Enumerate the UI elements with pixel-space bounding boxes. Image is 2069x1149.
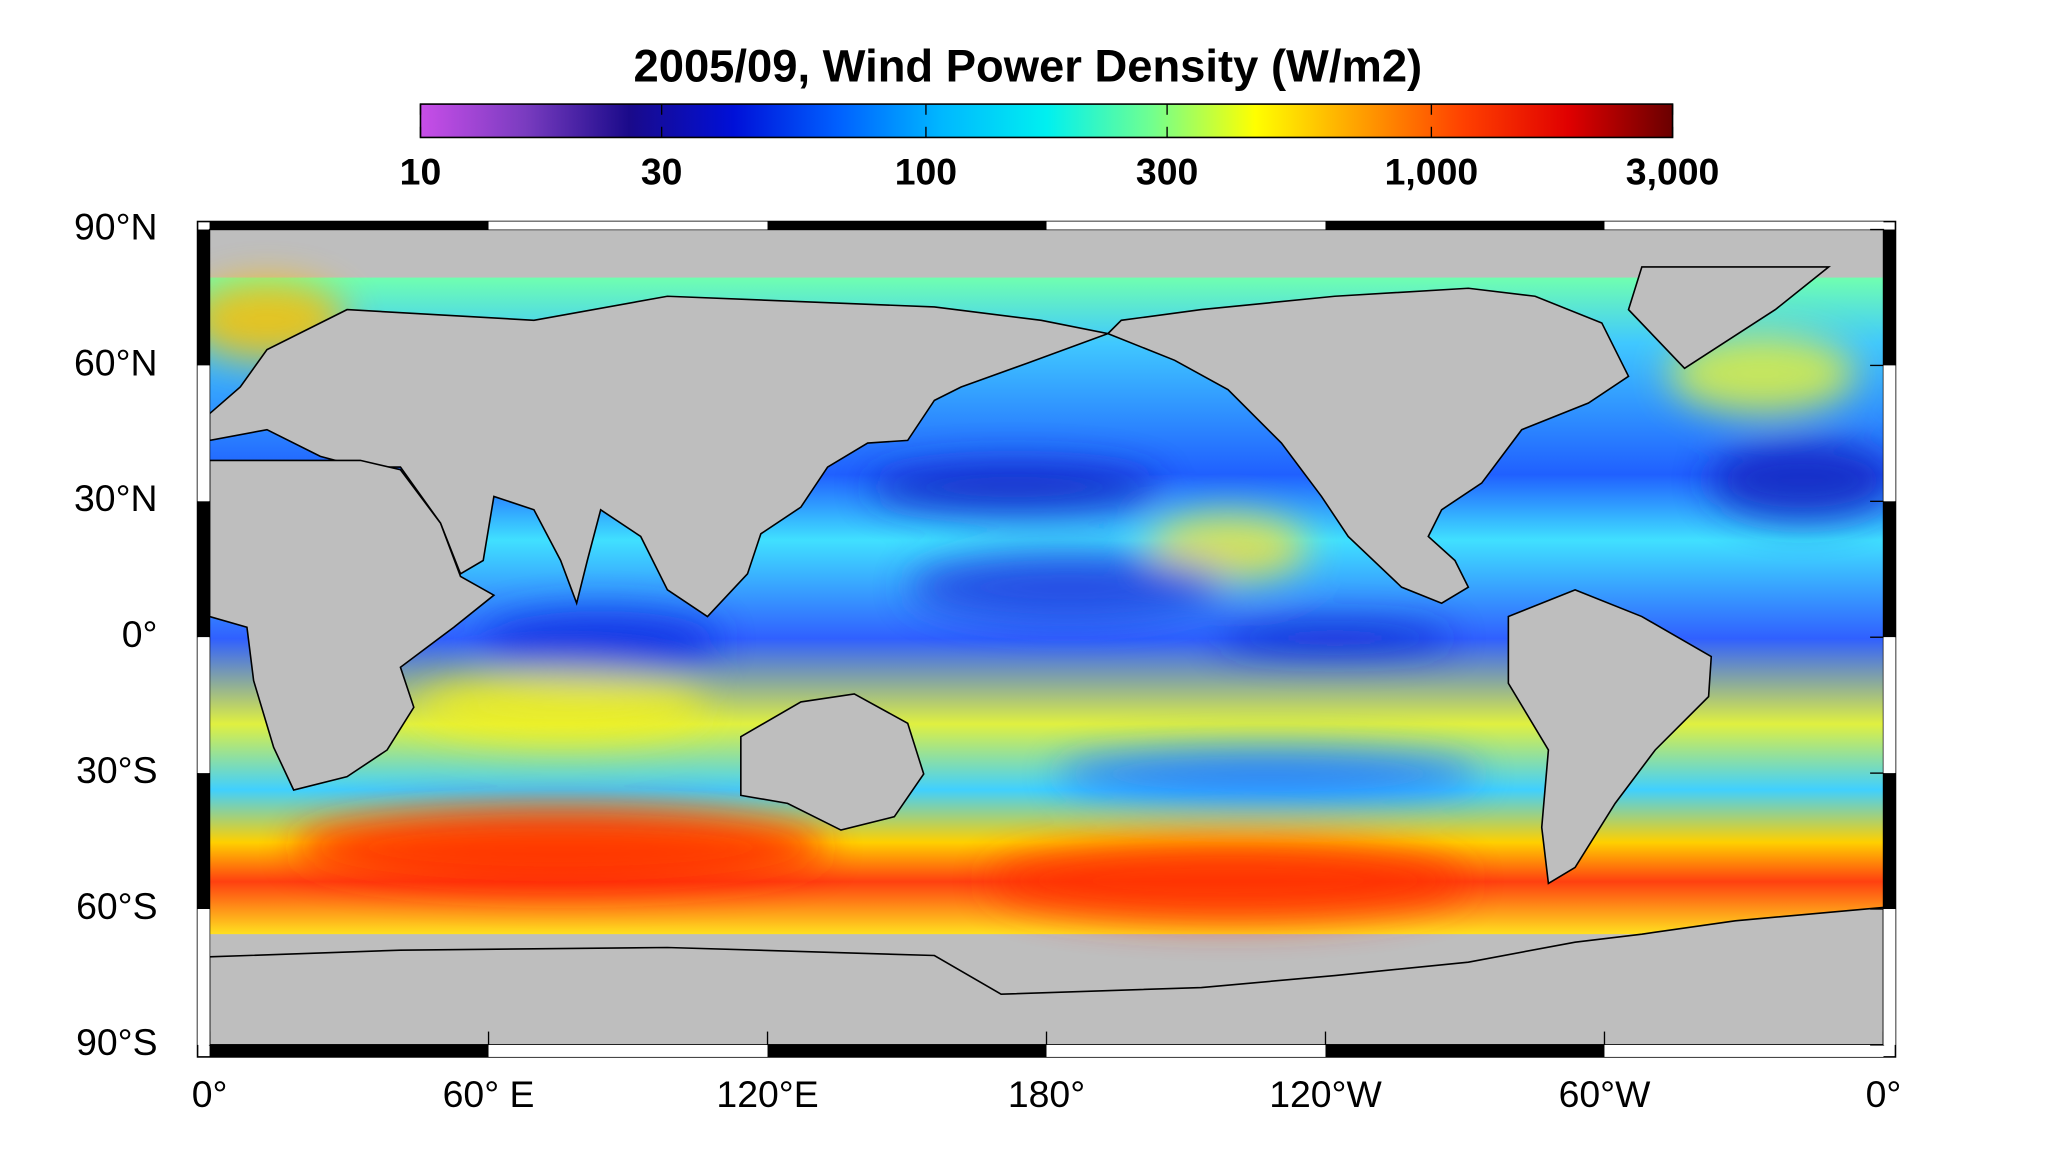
north-america: [1106, 287, 1630, 605]
lon-tick-label: 120°W: [1269, 1073, 1382, 1115]
colorbar-tick-label: 100: [895, 151, 957, 193]
lon-tick-label: 60° E: [443, 1073, 535, 1115]
frame-segment: [1883, 637, 1896, 774]
frame-segment: [488, 1044, 768, 1057]
frame-segment: [197, 501, 210, 638]
lat-tick-label: 90°N: [74, 205, 157, 247]
frame-segment: [197, 637, 210, 774]
frame-segment: [197, 229, 210, 366]
frame-segment: [1883, 229, 1896, 366]
frame-segment: [1883, 773, 1896, 910]
title: 2005/09, Wind Power Density (W/m2): [633, 40, 1422, 91]
greenland: [1627, 266, 1832, 370]
lat-tick-label: 90°S: [76, 1021, 157, 1063]
frame-segment: [1604, 221, 1884, 230]
frame-segment: [209, 1044, 489, 1057]
colorbar-tick-label: 30: [641, 151, 683, 193]
land: [209, 266, 1884, 1045]
lon-tick-label: 180°: [1008, 1073, 1085, 1115]
frame-segment: [1325, 1044, 1605, 1057]
africa: [209, 459, 496, 791]
frame-segment: [197, 365, 210, 502]
lat-tick-label: 60°S: [76, 885, 157, 927]
lon-tick-label: 0°: [1866, 1073, 1902, 1115]
frame-segment: [767, 221, 1047, 230]
lat-tick-label: 30°S: [76, 749, 157, 791]
colorbar: [419, 103, 1674, 139]
frame-segment: [197, 773, 210, 910]
frame-segment: [1046, 221, 1326, 230]
australia: [740, 693, 925, 831]
lon-tick-label: 60°W: [1559, 1073, 1652, 1115]
frame-segment: [488, 221, 768, 230]
colorbar-tick-label: 300: [1136, 151, 1198, 193]
frame-segment: [209, 221, 489, 230]
frame-segment: [1046, 1044, 1326, 1057]
lat-tick-label: 0°: [122, 613, 158, 655]
lon-tick-label: 120°E: [716, 1073, 818, 1115]
frame-segment: [1604, 1044, 1884, 1057]
lon-tick-label: 0°: [192, 1073, 228, 1115]
frame-segment: [1883, 909, 1896, 1045]
south-america: [1507, 588, 1713, 885]
frame-segment: [1883, 365, 1896, 502]
lat-tick-label: 30°N: [74, 477, 157, 519]
antarctica: [209, 906, 1884, 1045]
colorbar-tick-label: 1,000: [1385, 151, 1479, 193]
colorbar-tick-label: 3,000: [1626, 151, 1720, 193]
frame-segment: [1883, 501, 1896, 638]
frame-segment: [1325, 221, 1605, 230]
frame-segment: [197, 909, 210, 1045]
colorbar-tick-label: 10: [400, 151, 442, 193]
frame-segment: [767, 1044, 1047, 1057]
lat-tick-label: 60°N: [74, 341, 157, 383]
